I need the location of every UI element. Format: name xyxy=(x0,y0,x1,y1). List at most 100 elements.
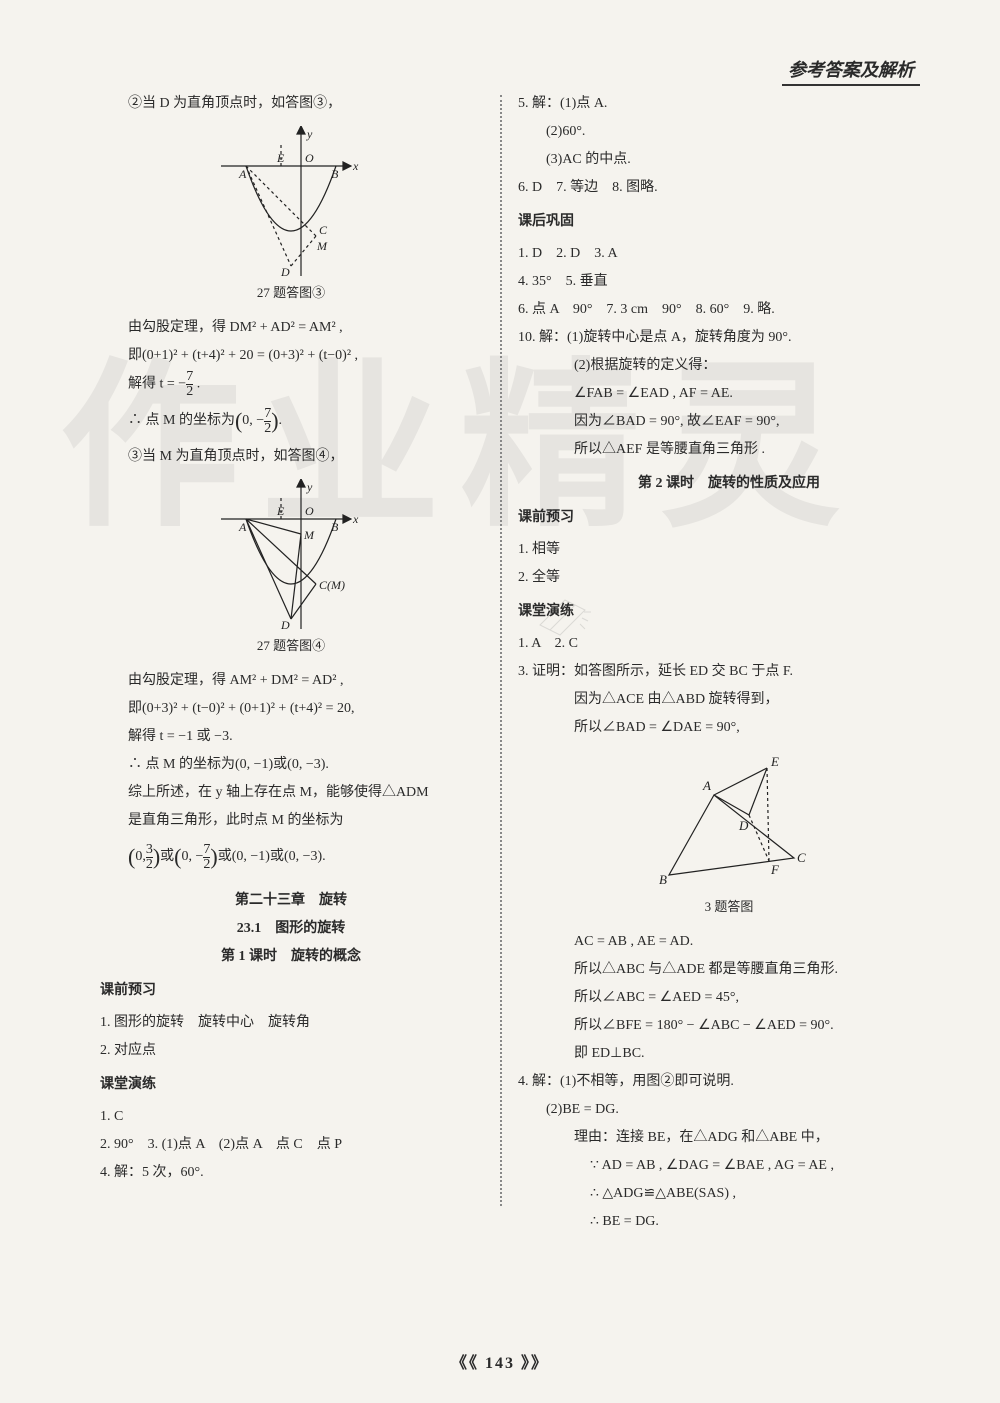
text: 0, − xyxy=(181,849,203,864)
line: 1. 相等 xyxy=(518,536,940,564)
lesson-title-2: 第 2 课时 旋转的性质及应用 xyxy=(518,470,940,498)
line: ∴ △ADG≌△ABE(SAS) , xyxy=(518,1180,940,1208)
line: ∴ BE = DG. xyxy=(518,1208,940,1236)
figure-27-3-svg: A E O B x y C D M xyxy=(221,126,361,276)
line: 所以∠BAD = ∠DAE = 90°, xyxy=(518,714,940,742)
text: 0, − xyxy=(242,413,264,428)
line: 由勾股定理，得 DM² + AD² = AM² , xyxy=(100,314,482,342)
line: ②当 D 为直角顶点时，如答图③， xyxy=(100,90,482,118)
text: 或 xyxy=(160,849,174,864)
fig-label-O: O xyxy=(305,151,314,165)
line: (3)AC 的中点. xyxy=(518,146,940,174)
inclass-heading: 课堂演练 xyxy=(100,1071,482,1099)
line: ∠FAB = ∠EAD , AF = AE. xyxy=(518,380,940,408)
text: ∴ 点 M 的坐标为 xyxy=(128,413,235,428)
line: 4. 解：5 次，60°. xyxy=(100,1159,482,1187)
text: 解得 t = − xyxy=(128,377,186,392)
page-header-title: 参考答案及解析 xyxy=(782,56,920,86)
fig-label-B: B xyxy=(331,167,339,181)
line: 2. 90° 3. (1)点 A (2)点 A 点 C 点 P xyxy=(100,1131,482,1159)
line: 1. C xyxy=(100,1103,482,1131)
line: ∵ AD = AB , ∠DAG = ∠BAE , AG = AE , xyxy=(518,1152,940,1180)
text: . xyxy=(193,377,200,392)
frac-num: 3 xyxy=(146,842,153,857)
line: 即 ED⊥BC. xyxy=(518,1040,940,1068)
line: 由勾股定理，得 AM² + DM² = AD² , xyxy=(100,667,482,695)
fig-label-F: F xyxy=(770,862,780,877)
lesson-title: 第 1 课时 旋转的概念 xyxy=(100,943,482,971)
line: 所以△ABC 与△ADE 都是等腰直角三角形. xyxy=(518,956,940,984)
fig-label-y: y xyxy=(306,480,313,494)
fig-label-B: B xyxy=(331,520,339,534)
fig-label-A: A xyxy=(238,167,247,181)
line: 理由：连接 BE，在△ADG 和△ABE 中， xyxy=(518,1124,940,1152)
line: 所以∠ABC = ∠AED = 45°, xyxy=(518,984,940,1012)
fig-label-y: y xyxy=(306,127,313,141)
line: 解得 t = −1 或 −3. xyxy=(100,723,482,751)
fig-label-O: O xyxy=(305,504,314,518)
left-column: ②当 D 为直角顶点时，如答图③， A xyxy=(60,90,500,1236)
line: 6. 点 A 90° 7. 3 cm 90° 8. 60° 9. 略. xyxy=(518,296,940,324)
line: 4. 解：(1)不相等，用图②即可说明. xyxy=(518,1068,940,1096)
column-divider xyxy=(500,95,502,1206)
figure-27-4-svg: A E O B x y M C(M) D xyxy=(221,479,361,629)
line: 即(0+1)² + (t+4)² + 20 = (0+3)² + (t−0)² … xyxy=(100,342,482,370)
figure-q3-caption: 3 题答图 xyxy=(705,894,754,920)
page-content: 参考答案及解析 ②当 D 为直角顶点时，如答图③， xyxy=(0,0,1000,1276)
line: 2. 全等 xyxy=(518,564,940,592)
text: 0, xyxy=(135,849,146,864)
page-number: 《《 143 》》 xyxy=(0,1349,1000,1373)
line: (2)60°. xyxy=(518,118,940,146)
fig-label-CM: C(M) xyxy=(319,578,345,592)
afterclass-heading: 课后巩固 xyxy=(518,208,940,236)
line: 因为△ACE 由△ABD 旋转得到， xyxy=(518,686,940,714)
line: (2)BE = DG. xyxy=(518,1096,940,1124)
fig-label-M: M xyxy=(303,528,315,542)
fig-label-D: D xyxy=(280,265,290,276)
figure-27-3: A E O B x y C D M 27 题答图③ xyxy=(100,126,482,306)
line: 解得 t = −72 . xyxy=(100,370,482,399)
line: 3. 证明：如答图所示，延长 ED 交 BC 于点 F. xyxy=(518,658,940,686)
line: 4. 35° 5. 垂直 xyxy=(518,268,940,296)
figure-27-4-caption: 27 题答图④ xyxy=(257,633,325,659)
fig-label-C: C xyxy=(319,223,328,237)
figure-27-4: A E O B x y M C(M) D 27 题答图④ xyxy=(100,479,482,659)
line: (0,32)或(0, −72)或(0, −1)或(0, −3). xyxy=(100,835,482,879)
line: 1. 图形的旋转 旋转中心 旋转角 xyxy=(100,1009,482,1037)
right-column: 5. 解：(1)点 A. (2)60°. (3)AC 的中点. 6. D 7. … xyxy=(500,90,940,1236)
chapter-title: 第二十三章 旋转 xyxy=(100,887,482,915)
line: 2. 对应点 xyxy=(100,1037,482,1065)
line: ∴ 点 M 的坐标为(0, −72). xyxy=(100,399,482,443)
fig-label-E: E xyxy=(276,504,285,518)
line: 10. 解：(1)旋转中心是点 A，旋转角度为 90°. xyxy=(518,324,940,352)
fig-label-E: E xyxy=(276,151,285,165)
line: ③当 M 为直角顶点时，如答图④， xyxy=(100,443,482,471)
line: 是直角三角形，此时点 M 的坐标为 xyxy=(100,807,482,835)
preclass-heading-2: 课前预习 xyxy=(518,504,940,532)
figure-q3-svg: A B C D E F xyxy=(639,750,819,890)
preclass-heading: 课前预习 xyxy=(100,977,482,1005)
fig-label-B: B xyxy=(659,872,667,887)
text: 或(0, −1)或(0, −3). xyxy=(218,849,326,864)
line: 5. 解：(1)点 A. xyxy=(518,90,940,118)
fig-label-C: C xyxy=(797,850,806,865)
eraser-decoration xyxy=(530,590,600,640)
line: 所以∠BFE = 180° − ∠ABC − ∠AED = 90°. xyxy=(518,1012,940,1040)
line: 所以△AEF 是等腰直角三角形 . xyxy=(518,436,940,464)
fig-label-E: E xyxy=(770,754,779,769)
fig-label-A: A xyxy=(238,520,247,534)
section-title: 23.1 图形的旋转 xyxy=(100,915,482,943)
frac-den: 2 xyxy=(146,857,153,872)
fig-label-A: A xyxy=(702,778,711,793)
figure-27-3-caption: 27 题答图③ xyxy=(257,280,325,306)
line: (2)根据旋转的定义得： xyxy=(518,352,940,380)
fig-label-M: M xyxy=(316,239,328,253)
fig-label-x: x xyxy=(352,512,359,526)
line: 1. D 2. D 3. A xyxy=(518,240,940,268)
line: AC = AB , AE = AD. xyxy=(518,928,940,956)
figure-q3: A B C D E F 3 题答图 xyxy=(518,750,940,920)
line: 因为∠BAD = 90°, 故∠EAF = 90°, xyxy=(518,408,940,436)
text: . xyxy=(279,413,283,428)
fig-label-D: D xyxy=(738,818,749,833)
line: 即(0+3)² + (t−0)² + (0+1)² + (t+4)² = 20, xyxy=(100,695,482,723)
